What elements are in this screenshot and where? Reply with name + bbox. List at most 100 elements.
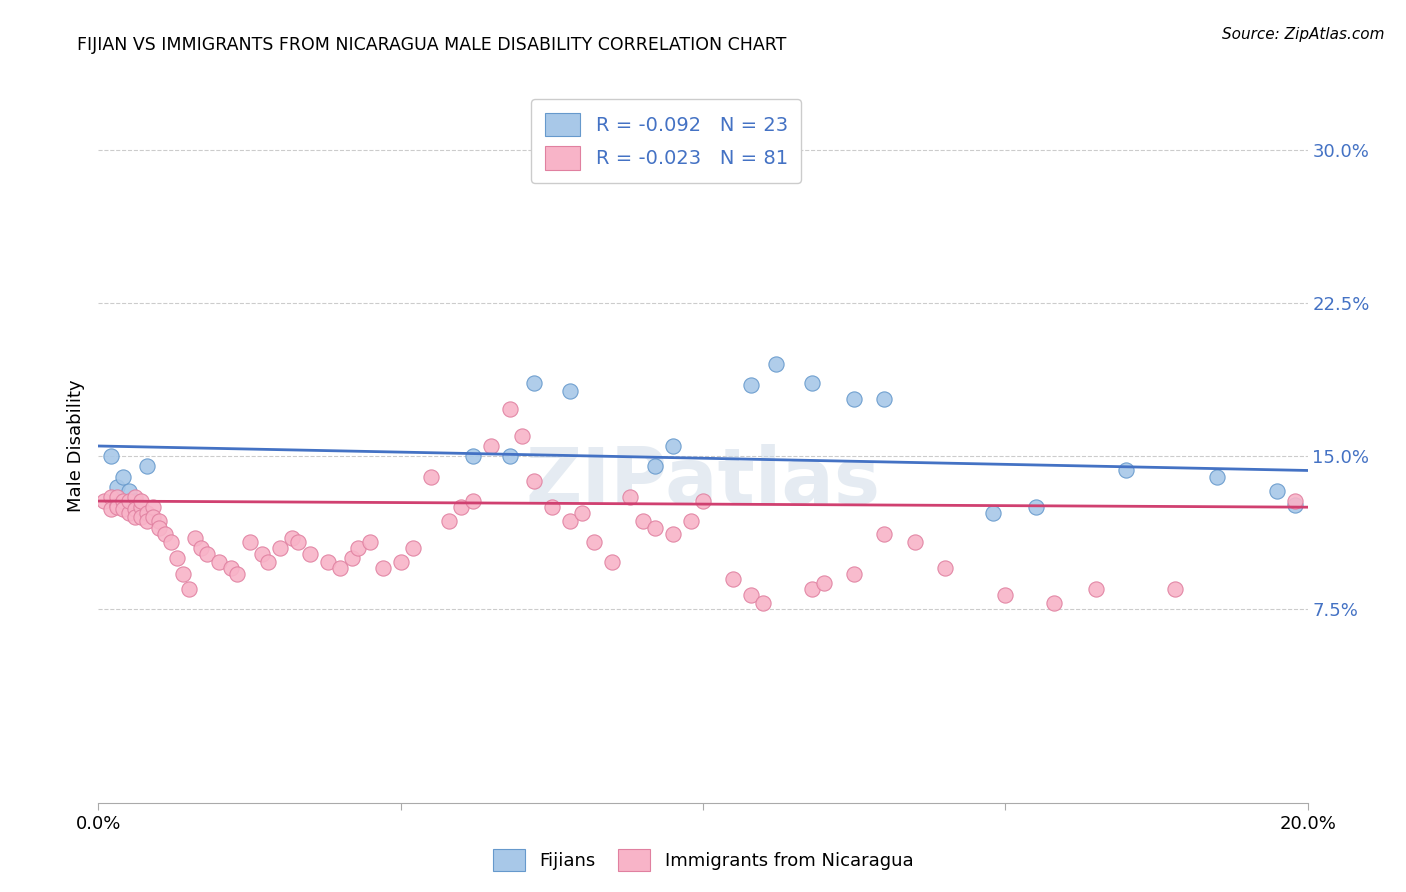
Point: [631, 515, 654, 529]
Point: [179, 582, 201, 596]
Point: [100, 449, 122, 463]
Point: [558, 515, 581, 529]
Point: [269, 541, 291, 555]
Point: [160, 534, 183, 549]
Point: [752, 596, 775, 610]
Point: [129, 494, 152, 508]
Point: [463, 494, 485, 508]
Point: [873, 392, 896, 406]
Point: [692, 494, 714, 508]
Point: [420, 469, 443, 483]
Legend: R = -0.092   N = 23, R = -0.023   N = 81: R = -0.092 N = 23, R = -0.023 N = 81: [531, 99, 801, 184]
Point: [342, 551, 364, 566]
Point: [221, 561, 243, 575]
Point: [208, 555, 231, 569]
Point: [1115, 463, 1137, 477]
Point: [389, 555, 412, 569]
Point: [118, 494, 141, 508]
Point: [904, 534, 927, 549]
Point: [172, 567, 194, 582]
Point: [118, 483, 141, 498]
Point: [1284, 494, 1306, 508]
Point: [463, 449, 485, 463]
Point: [129, 510, 152, 524]
Point: [239, 534, 262, 549]
Point: [124, 494, 146, 508]
Point: [679, 515, 702, 529]
Point: [135, 515, 157, 529]
Point: [844, 392, 866, 406]
Point: [256, 555, 278, 569]
Point: [287, 534, 309, 549]
Point: [1267, 483, 1289, 498]
Point: [118, 506, 141, 520]
Point: [540, 500, 562, 515]
Point: [498, 449, 520, 463]
Point: [316, 555, 339, 569]
Point: [184, 531, 207, 545]
Point: [166, 551, 188, 566]
Point: [402, 541, 425, 555]
Point: [105, 490, 128, 504]
Point: [740, 377, 762, 392]
Point: [523, 376, 546, 390]
Point: [111, 469, 134, 483]
Point: [124, 502, 146, 516]
Point: [1042, 596, 1064, 610]
Point: [347, 541, 370, 555]
Point: [142, 510, 165, 524]
Point: [226, 567, 249, 582]
Text: ZIPatlas: ZIPatlas: [526, 443, 880, 520]
Point: [148, 520, 170, 534]
Point: [981, 506, 1004, 520]
Point: [800, 582, 823, 596]
Point: [481, 439, 503, 453]
Point: [153, 526, 176, 541]
Point: [371, 561, 394, 575]
Point: [129, 500, 152, 515]
Point: [498, 402, 520, 417]
Point: [644, 520, 666, 534]
Point: [661, 439, 683, 453]
Point: [994, 588, 1017, 602]
Point: [740, 588, 762, 602]
Point: [100, 502, 122, 516]
Point: [844, 567, 866, 582]
Point: [135, 506, 157, 520]
Point: [583, 534, 606, 549]
Point: [437, 515, 460, 529]
Point: [765, 358, 787, 372]
Point: [510, 429, 533, 443]
Text: FIJIAN VS IMMIGRANTS FROM NICARAGUA MALE DISABILITY CORRELATION CHART: FIJIAN VS IMMIGRANTS FROM NICARAGUA MALE…: [77, 36, 787, 54]
Point: [1085, 582, 1108, 596]
Point: [142, 500, 165, 515]
Point: [105, 500, 128, 515]
Point: [93, 494, 115, 508]
Point: [571, 506, 593, 520]
Point: [813, 575, 835, 590]
Point: [148, 515, 170, 529]
Point: [934, 561, 956, 575]
Point: [644, 459, 666, 474]
Point: [523, 474, 546, 488]
Point: [723, 572, 745, 586]
Point: [602, 555, 624, 569]
Point: [250, 547, 273, 561]
Point: [111, 502, 134, 516]
Point: [329, 561, 352, 575]
Point: [450, 500, 472, 515]
Legend: Fijians, Immigrants from Nicaragua: Fijians, Immigrants from Nicaragua: [485, 842, 921, 879]
Point: [111, 494, 134, 508]
Point: [558, 384, 581, 398]
Point: [105, 498, 128, 512]
Point: [195, 547, 218, 561]
Point: [124, 490, 146, 504]
Point: [190, 541, 212, 555]
Point: [1284, 498, 1306, 512]
Point: [105, 480, 128, 494]
Point: [135, 459, 157, 474]
Point: [1163, 582, 1185, 596]
Point: [1024, 500, 1046, 515]
Point: [661, 526, 683, 541]
Point: [800, 376, 823, 390]
